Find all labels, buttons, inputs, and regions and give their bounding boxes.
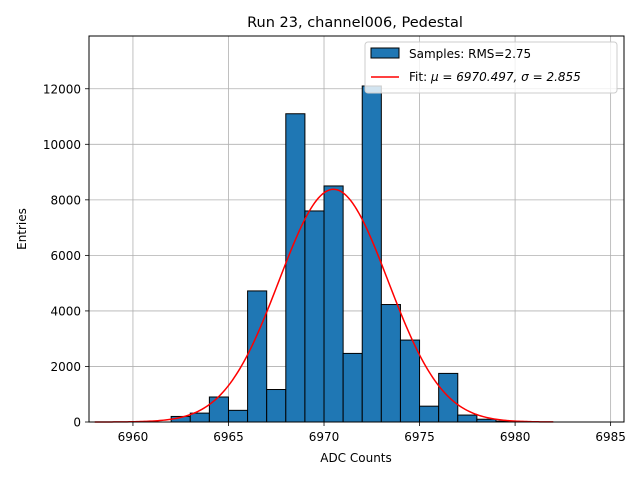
legend-fit-mu: μ = 6970.497, [430, 70, 521, 84]
x-tick-label: 6970 [309, 430, 340, 444]
x-tick-label: 6960 [118, 430, 149, 444]
histogram-bar [457, 414, 478, 423]
histogram-bar [208, 396, 229, 423]
legend-samples-label: Samples: RMS=2.75 [409, 47, 531, 61]
legend-samples-swatch [370, 47, 400, 59]
histogram-bar [323, 185, 344, 423]
fit-curve-group [94, 188, 554, 423]
y-tick-label: 8000 [50, 193, 81, 207]
y-tick-label: 6000 [50, 249, 81, 263]
x-tick-label: 6965 [213, 430, 244, 444]
histogram-bar [438, 372, 459, 423]
y-tick-label: 0 [73, 416, 81, 430]
y-tick-label: 4000 [50, 304, 81, 318]
x-tick-label: 6980 [500, 430, 531, 444]
histogram-bar [419, 405, 440, 423]
chart-title: Run 23, channel006, Pedestal [247, 15, 463, 31]
y-tick-label: 10000 [43, 138, 81, 152]
y-axis-label: Entries [15, 208, 29, 250]
legend: Samples: RMS=2.75 Fit: μ = 6970.497, σ =… [364, 41, 618, 94]
histogram-bar [399, 339, 421, 423]
histogram-bar [361, 85, 382, 423]
legend-fit-sigma: σ = 2.855 [521, 70, 581, 84]
histogram-bar [285, 113, 306, 423]
histogram-bar [247, 290, 268, 423]
y-tick-label: 2000 [50, 360, 81, 374]
legend-frame [364, 41, 618, 94]
legend-fit-label: Fit: μ = 6970.497, σ = 2.855 [409, 70, 581, 84]
histogram-bar [304, 210, 325, 423]
histogram-bar [380, 304, 401, 423]
legend-fit-prefix: Fit: [409, 70, 431, 84]
x-axis-label: ADC Counts [320, 451, 392, 465]
x-tick-label: 6975 [404, 430, 435, 444]
histogram-bar [227, 409, 249, 423]
fit-curve [94, 188, 554, 423]
histogram-bar [342, 352, 363, 423]
y-tick-label: 12000 [43, 82, 81, 96]
plot-area-frame [88, 35, 625, 423]
histogram-bar [189, 412, 210, 423]
x-axis-ticks: 6960 6965 6970 6975 6980 6985 [118, 422, 626, 444]
histogram-bar [266, 389, 287, 423]
y-axis-ticks: 0 2000 4000 6000 8000 10000 12000 [43, 82, 89, 430]
x-tick-label: 6985 [595, 430, 626, 444]
